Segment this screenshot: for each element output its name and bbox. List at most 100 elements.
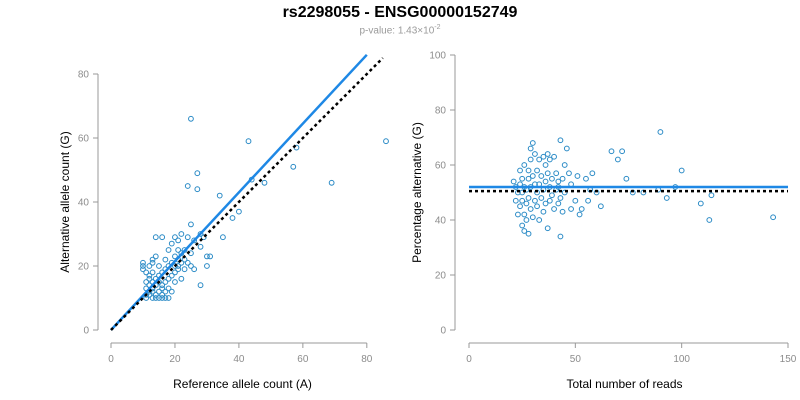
data-point — [200, 234, 207, 241]
data-point — [542, 162, 549, 168]
data-point — [152, 295, 159, 301]
data-point — [525, 230, 532, 237]
x-tick-label: 80 — [361, 354, 373, 365]
data-point — [140, 259, 146, 266]
data-point — [549, 175, 555, 182]
data-point — [184, 234, 191, 241]
x-tick-label: 0 — [466, 354, 472, 365]
data-point — [245, 138, 252, 145]
y-tick-label: 20 — [435, 271, 447, 282]
data-point — [510, 178, 517, 185]
data-point — [146, 263, 153, 269]
data-point — [159, 285, 166, 292]
data-point — [146, 272, 153, 279]
data-point — [197, 282, 204, 289]
data-point — [168, 272, 175, 279]
data-point — [583, 175, 589, 182]
x-tick-label: 20 — [169, 354, 181, 365]
data-point — [184, 183, 191, 189]
x-tick-label: 0 — [108, 354, 114, 365]
y-axis-label: Alternative allele count (G) — [58, 131, 72, 272]
data-point — [597, 203, 604, 210]
data-point — [614, 156, 621, 163]
data-point — [152, 291, 159, 298]
data-point — [152, 234, 159, 241]
data-point — [162, 295, 169, 301]
data-point — [197, 243, 204, 250]
chart-title: rs2298055 - ENSG00000152749 — [282, 4, 518, 21]
data-point — [261, 179, 268, 186]
data-point — [149, 256, 156, 263]
pvalue-text: p-value: 1.43×10 — [359, 25, 435, 37]
data-point — [519, 222, 526, 229]
data-point — [194, 170, 201, 177]
data-point — [525, 195, 532, 201]
data-point — [525, 175, 532, 182]
data-point — [538, 195, 545, 201]
data-point — [532, 151, 538, 157]
data-point — [143, 269, 150, 276]
data-point — [162, 288, 169, 295]
data-point — [544, 170, 551, 177]
data-point — [172, 253, 178, 260]
data-point — [557, 137, 564, 144]
data-point — [191, 266, 198, 273]
data-point — [512, 197, 519, 204]
data-point — [515, 211, 521, 218]
data-point — [540, 153, 547, 160]
y-tick-label: 80 — [78, 70, 90, 81]
data-point — [572, 197, 579, 204]
data-point — [328, 179, 335, 186]
data-point — [542, 178, 549, 185]
data-point — [540, 208, 547, 215]
data-point — [165, 295, 172, 301]
data-point — [559, 208, 566, 215]
data-point — [194, 186, 201, 193]
data-point — [156, 288, 162, 295]
y-tick-label: 0 — [83, 326, 89, 337]
data-point — [544, 225, 551, 232]
y-tick-label: 40 — [435, 216, 447, 227]
data-point — [149, 259, 156, 266]
data-point — [578, 206, 585, 212]
data-point — [708, 192, 715, 199]
data-point — [559, 175, 566, 182]
data-point — [608, 148, 615, 155]
data-point — [529, 140, 536, 146]
data-point — [517, 203, 523, 210]
data-point — [557, 233, 564, 240]
data-point — [521, 162, 528, 168]
data-point — [527, 156, 534, 163]
chart-panel-left: 0 20 40 60 80 0 20 40 60 80 Reference allele count… — [58, 53, 389, 391]
data-point — [204, 253, 210, 260]
data-point — [149, 269, 156, 276]
data-point — [197, 231, 204, 237]
y-tick-label: 60 — [435, 161, 447, 172]
data-point — [534, 203, 540, 210]
y-tick-label: 20 — [78, 262, 90, 273]
data-point — [527, 145, 534, 152]
data-point — [538, 173, 545, 179]
data-point — [165, 285, 172, 292]
y-tick-label: 40 — [78, 198, 90, 209]
data-point — [770, 214, 777, 221]
data-point — [172, 269, 178, 276]
data-point — [143, 279, 150, 285]
data-point — [184, 259, 191, 266]
data-point — [159, 291, 166, 298]
data-point — [561, 189, 568, 196]
data-point — [568, 206, 574, 212]
data-point — [519, 175, 526, 182]
data-point — [204, 263, 210, 269]
data-point — [188, 115, 194, 122]
x-tick-label: 40 — [233, 354, 245, 365]
data-point — [236, 208, 242, 215]
data-point — [536, 156, 543, 163]
data-point — [523, 200, 530, 207]
data-point — [181, 266, 188, 273]
data-point — [175, 247, 182, 253]
data-point — [527, 206, 534, 212]
data-point — [159, 295, 166, 301]
